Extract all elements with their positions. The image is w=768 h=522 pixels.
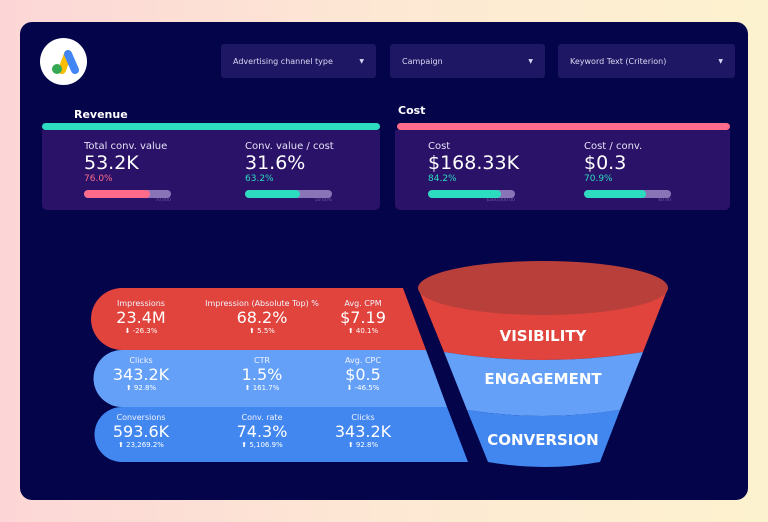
- kpi-target: 70,000: [155, 198, 171, 203]
- kpi-target: $0.40: [658, 198, 671, 203]
- stage-visibility: VISIBILITY: [499, 327, 587, 345]
- metric-value: 23.4M: [116, 308, 166, 327]
- funnel-engagement: [444, 352, 643, 416]
- kpi-label: Cost / conv.: [584, 141, 643, 152]
- funnel-metric: Avg. CPC $0.5 ⬇ -46.5%: [345, 356, 381, 392]
- metric-value: 343.2K: [112, 365, 170, 384]
- kpi-cost-0: Cost $168.33K 84.2% $200,000.00: [428, 141, 519, 203]
- metric-value: 68.2%: [236, 308, 288, 327]
- visibility-band: [91, 288, 426, 350]
- kpi-progress-fill: [84, 190, 151, 198]
- funnel-metric: CTR 1.5% ⬆ 161.7%: [242, 356, 283, 392]
- metric-label: Clicks: [129, 356, 153, 365]
- metric-change: ⬆ 5.5%: [249, 327, 275, 335]
- kpi-value: $0.3: [584, 152, 627, 174]
- funnel-metric: Impressions 23.4M ⬇ -26.3%: [116, 299, 165, 335]
- kpi-progress-bar: [428, 190, 515, 198]
- metric-value: 1.5%: [241, 365, 283, 384]
- advertising-channel-type-dropdown[interactable]: Advertising channel type ▼: [221, 44, 376, 78]
- kpi-progress-fill: [428, 190, 502, 198]
- google-ads-logo: [40, 38, 87, 85]
- kpi-label: Cost: [428, 141, 451, 152]
- funnel-conversion: [467, 410, 620, 467]
- metric-label: Avg. CPM: [344, 299, 382, 308]
- metric-change: ⬇ -46.5%: [346, 384, 380, 392]
- kpi-target: 50.00%: [314, 198, 332, 203]
- kpi-cost-1: Cost / conv. $0.3 70.9% $0.40: [584, 141, 671, 203]
- metric-change: ⬆ 92.8%: [347, 441, 379, 449]
- campaign-dropdown[interactable]: Campaign ▼: [390, 44, 545, 78]
- kpi-value: 31.6%: [245, 152, 306, 174]
- kpi-revenue-0: Total conv. value 53.2K 76.0% 70,000: [84, 141, 171, 203]
- kpi-progress-bar: [84, 190, 171, 198]
- kpi-progress-bar: [584, 190, 671, 198]
- caret-down-icon: ▼: [528, 57, 533, 65]
- dropdown-label: Campaign: [402, 56, 443, 66]
- kpi-percent: 84.2%: [428, 174, 457, 184]
- cost-header-bar: [397, 123, 730, 130]
- metric-change: ⬆ 23,269.2%: [118, 441, 164, 449]
- metric-change: ⬆ 5,106.9%: [241, 441, 283, 449]
- kpi-label: Conv. value / cost: [245, 141, 334, 152]
- kpi-progress-bar: [245, 190, 332, 198]
- kpi-target: $200,000.00: [486, 198, 515, 203]
- caret-down-icon: ▼: [359, 57, 364, 65]
- metric-value: 74.3%: [236, 422, 288, 441]
- dropdown-label: Keyword Text (Criterion): [570, 56, 667, 66]
- metric-value: 593.6K: [112, 422, 170, 441]
- kpi-percent: 70.9%: [584, 174, 613, 184]
- funnel-metric: Clicks 343.2K ⬆ 92.8%: [113, 356, 169, 392]
- kpi-percent: 76.0%: [84, 174, 113, 184]
- kpi-progress-fill: [584, 190, 646, 198]
- metric-label: Clicks: [351, 413, 375, 422]
- stage-engagement: ENGAGEMENT: [484, 370, 602, 388]
- metric-value: $0.5: [345, 365, 381, 384]
- revenue-title: Revenue: [74, 108, 128, 121]
- metric-value: 343.2K: [334, 422, 392, 441]
- metric-change: ⬇ -26.3%: [124, 327, 158, 335]
- kpi-value: 53.2K: [84, 152, 139, 174]
- cost-title: Cost: [398, 104, 426, 117]
- engagement-band: [93, 350, 447, 407]
- metric-label: Conversions: [116, 413, 166, 422]
- funnel-top: [418, 261, 668, 315]
- metric-label: Conv. rate: [241, 413, 283, 422]
- caret-down-icon: ▼: [718, 57, 723, 65]
- revenue-header-bar: [42, 123, 380, 130]
- kpi-label: Total conv. value: [84, 141, 168, 152]
- funnel-metric: Clicks 343.2K ⬆ 92.8%: [335, 413, 391, 449]
- kpi-percent: 63.2%: [245, 174, 274, 184]
- funnel-metric: Impression (Absolute Top) % 68.2% ⬆ 5.5%: [205, 299, 319, 335]
- metric-change: ⬆ 40.1%: [347, 327, 379, 335]
- kpi-value: $168.33K: [428, 152, 520, 174]
- metric-label: Avg. CPC: [345, 356, 381, 365]
- metric-label: Impressions: [117, 299, 165, 308]
- metric-value: $7.19: [340, 308, 386, 327]
- stage-conversion: CONVERSION: [487, 431, 599, 449]
- funnel-metric: Conv. rate 74.3% ⬆ 5,106.9%: [237, 413, 288, 449]
- funnel-metric: Conversions 593.6K ⬆ 23,269.2%: [113, 413, 169, 449]
- funnel-metric: Avg. CPM $7.19 ⬆ 40.1%: [340, 299, 386, 335]
- conversion-band: [94, 407, 468, 462]
- kpi-revenue-1: Conv. value / cost 31.6% 63.2% 50.00%: [245, 141, 334, 203]
- metric-label: Impression (Absolute Top) %: [205, 299, 319, 308]
- metric-change: ⬆ 92.8%: [125, 384, 157, 392]
- metric-label: CTR: [253, 356, 271, 365]
- keyword-text-dropdown[interactable]: Keyword Text (Criterion) ▼: [558, 44, 735, 78]
- metric-change: ⬆ 161.7%: [244, 384, 280, 392]
- dropdown-label: Advertising channel type: [233, 56, 333, 66]
- kpi-progress-fill: [245, 190, 300, 198]
